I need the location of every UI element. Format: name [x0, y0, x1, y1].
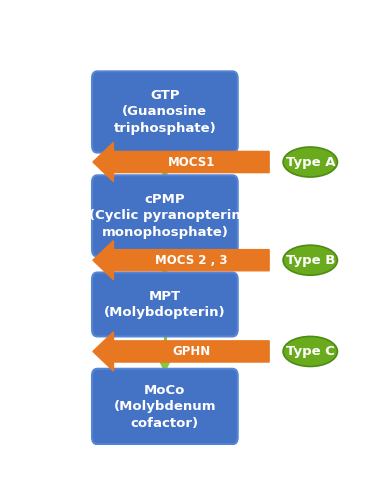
FancyArrow shape — [93, 332, 269, 371]
Text: GPHN: GPHN — [172, 345, 210, 358]
Text: GTP
(Guanosine
triphosphate): GTP (Guanosine triphosphate) — [113, 89, 216, 135]
Text: Type C: Type C — [286, 345, 335, 358]
FancyBboxPatch shape — [92, 272, 238, 336]
Text: MOCS 2 , 3: MOCS 2 , 3 — [155, 254, 227, 266]
Ellipse shape — [283, 336, 337, 366]
FancyBboxPatch shape — [92, 176, 238, 256]
Text: MPT
(Molybdopterin): MPT (Molybdopterin) — [104, 290, 226, 319]
Text: MoCo
(Molybdenum
cofactor): MoCo (Molybdenum cofactor) — [114, 384, 216, 430]
Text: Type A: Type A — [285, 156, 335, 168]
Ellipse shape — [283, 147, 337, 177]
Text: MOCS1: MOCS1 — [168, 156, 215, 168]
FancyArrow shape — [93, 142, 269, 182]
Ellipse shape — [283, 245, 337, 275]
Text: Type B: Type B — [285, 254, 335, 266]
Text: cPMP
(Cyclic pyranopterin
monophosphate): cPMP (Cyclic pyranopterin monophosphate) — [89, 193, 241, 239]
FancyBboxPatch shape — [92, 72, 238, 152]
FancyArrow shape — [93, 240, 269, 280]
FancyBboxPatch shape — [92, 369, 238, 444]
